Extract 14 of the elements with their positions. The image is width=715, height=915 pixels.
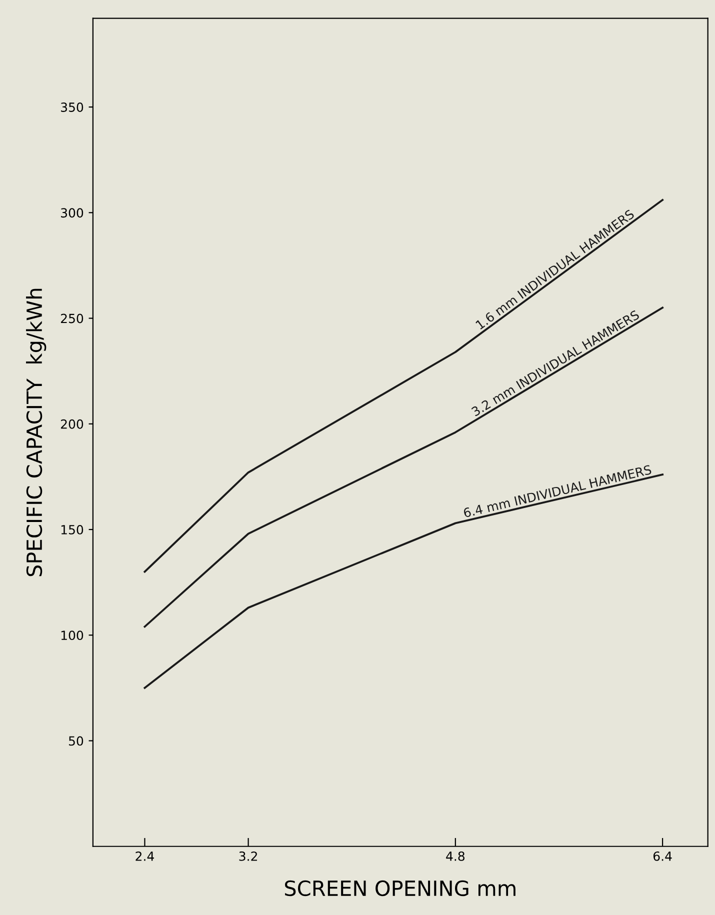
y-tick-label: 200 xyxy=(60,419,84,429)
y-tick-label: 300 xyxy=(61,208,84,218)
y-tick-label: 350 xyxy=(61,102,84,112)
y-tick-label: 50 xyxy=(68,736,84,746)
y-tick-label: 150 xyxy=(61,524,84,534)
line-series xyxy=(144,198,664,573)
x-tick-label: 2.4 xyxy=(136,851,154,861)
y-tick-label: 250 xyxy=(60,314,84,324)
x-tick-label: 4.8 xyxy=(446,851,464,861)
y-axis-title: SPECIFIC CAPACITY kg/kWh xyxy=(26,288,46,576)
x-tick-label: 3.2 xyxy=(239,851,257,861)
x-tick-label: 6.4 xyxy=(653,851,672,861)
x-axis-title: SCREEN OPENING mm xyxy=(284,880,516,896)
y-tick-label: 100 xyxy=(61,630,84,640)
